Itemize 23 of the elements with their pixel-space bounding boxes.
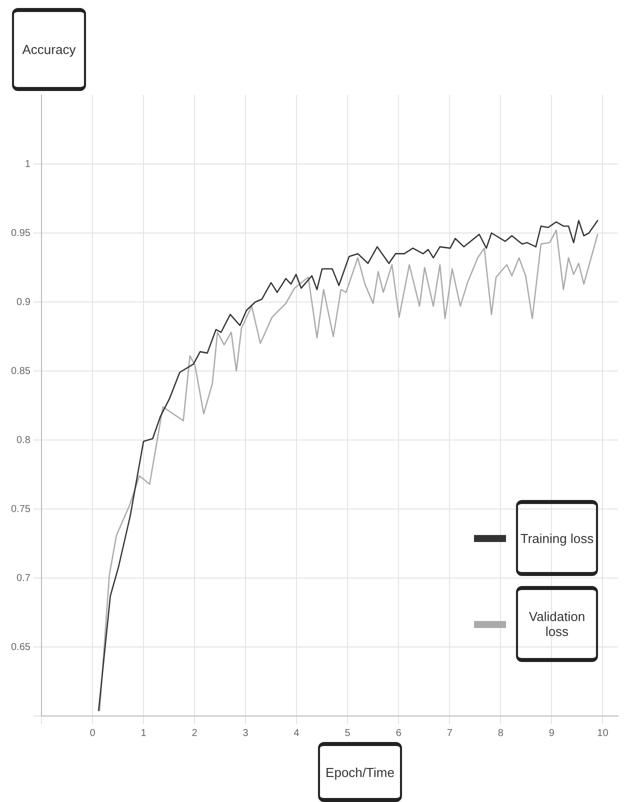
y-tick-label: 0.65 — [10, 642, 31, 653]
x-tick-label: 7 — [446, 728, 453, 739]
label-frame: Epoch/Time — [318, 742, 402, 802]
x-tick-label: 1 — [140, 728, 147, 739]
label-frame: Accuracy — [12, 8, 86, 91]
x-tick-label: 4 — [294, 728, 300, 739]
y-tick-label: 0.8 — [16, 434, 31, 446]
x-tick-label: 5 — [344, 728, 351, 739]
y-tick-label: 0.95 — [10, 228, 31, 239]
y-tick-label: 0.7 — [16, 572, 31, 584]
x-tick-label: 9 — [548, 728, 555, 739]
x-tick-label: 8 — [498, 728, 504, 739]
y-tick-label: 0.85 — [10, 366, 31, 377]
x-tick-label: 3 — [242, 728, 249, 739]
y-tick-label: 1 — [24, 158, 31, 170]
y-tick-label: 0.75 — [10, 504, 31, 515]
label-frame: Training loss — [516, 500, 598, 576]
x-tick-label: 10 — [597, 728, 609, 739]
x-tick-label: 6 — [396, 728, 402, 739]
x-tick-label: 0 — [90, 728, 96, 739]
label-frame: Validation loss — [516, 586, 598, 662]
x-tick-label: 2 — [192, 728, 198, 739]
y-tick-label: 0.9 — [16, 296, 31, 308]
